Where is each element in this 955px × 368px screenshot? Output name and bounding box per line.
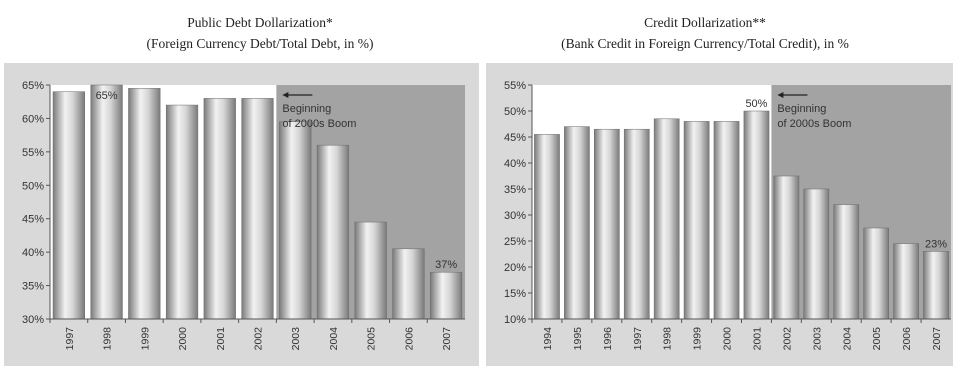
bar-2002 [241, 98, 274, 320]
bar-2007 [430, 271, 463, 320]
y-tick-label: 40% [22, 247, 44, 259]
x-tick-label: 2002 [781, 327, 793, 351]
y-tick-label: 50% [22, 180, 44, 192]
bar-2003 [279, 121, 312, 320]
bar-2000 [165, 104, 199, 320]
chart-1-title: Public Debt Dollarization* [187, 15, 333, 30]
bar-2006 [392, 248, 425, 320]
x-tick-label: 2006 [901, 327, 913, 351]
bar-2001 [203, 98, 236, 320]
chart-2-title: Credit Dollarization** [644, 15, 766, 30]
x-tick-label: 2006 [403, 327, 415, 351]
bar-2003 [803, 188, 830, 320]
boom-annotation-line: of 2000s Boom [282, 118, 356, 130]
bar-2004 [316, 144, 350, 320]
data-label-1998: 65% [96, 90, 118, 102]
y-tick-label: 50% [504, 106, 526, 118]
y-tick-label: 35% [504, 184, 526, 196]
boom-annotation-line: Beginning [282, 103, 331, 115]
y-tick-label: 35% [22, 281, 44, 293]
bar-1997 [623, 128, 650, 320]
bar-2004 [833, 204, 860, 320]
x-tick-label: 2007 [441, 327, 453, 351]
x-tick-label: 2005 [366, 327, 378, 351]
bar-1999 [128, 88, 161, 320]
data-label-2007: 23% [925, 238, 947, 250]
chart-1-title-block: Public Debt Dollarization* (Foreign Curr… [85, 12, 435, 54]
arrow-head-icon [282, 92, 289, 98]
x-tick-label: 2007 [931, 327, 943, 351]
x-tick-label: 2000 [722, 327, 734, 351]
bar-2006 [893, 243, 919, 320]
x-tick-label: 1999 [139, 327, 151, 351]
x-tick-label: 2001 [215, 327, 227, 351]
bar-1994 [534, 134, 560, 320]
x-tick-label: 2003 [290, 327, 302, 351]
x-tick-label: 1998 [102, 327, 114, 351]
chart-2-subtitle: (Bank Credit in Foreign Currency/Total C… [561, 36, 849, 51]
y-tick-label: 55% [22, 147, 44, 159]
x-tick-label: 2002 [253, 327, 265, 351]
x-tick-label: 2000 [177, 327, 189, 351]
bar-1996 [594, 128, 620, 320]
y-tick-label: 10% [504, 314, 526, 326]
public-debt-dollarization-chart: 30% 35% 40% 45% 50% 55% 60% 65% 1997 1998 1999 2000… [4, 63, 479, 366]
x-tick-label: 1994 [542, 327, 554, 351]
bar-2001 [743, 110, 770, 320]
x-tick-label: 1996 [602, 327, 614, 351]
bar-1999 [683, 121, 710, 320]
y-tick-label: 25% [504, 236, 526, 248]
bar-1998 [90, 84, 123, 320]
x-tick-label: 2004 [841, 327, 853, 351]
y-tick-label: 20% [504, 262, 526, 274]
x-tick-label: 1998 [662, 327, 674, 351]
x-tick-label: 1995 [572, 327, 584, 351]
arrow-head-icon [777, 92, 784, 98]
bar-2007 [923, 251, 949, 320]
y-tick-label: 55% [504, 80, 526, 92]
chart-1-subtitle: (Foreign Currency Debt/Total Debt, in %) [146, 36, 374, 51]
boom-period-shading [771, 85, 951, 319]
y-tick-label: 45% [504, 132, 526, 144]
x-tick-label: 1997 [632, 327, 644, 351]
data-label-2007: 37% [435, 259, 457, 271]
boom-annotation-line: Beginning [777, 103, 826, 115]
y-tick-label: 40% [504, 158, 526, 170]
y-tick-label: 15% [504, 288, 526, 300]
x-tick-label: 2001 [751, 327, 763, 351]
y-tick-label: 65% [22, 80, 44, 92]
chart-2-title-block: Credit Dollarization** (Bank Credit in F… [505, 12, 905, 54]
y-tick-label: 30% [22, 314, 44, 326]
y-tick-label: 30% [504, 210, 526, 222]
bar-2000 [713, 121, 740, 320]
bar-1995 [564, 126, 590, 320]
bar-1997 [52, 91, 85, 320]
y-tick-label: 45% [22, 214, 44, 226]
boom-annotation-line: of 2000s Boom [777, 118, 851, 130]
bar-1998 [653, 118, 680, 320]
bar-2005 [354, 221, 387, 320]
x-tick-label: 2003 [811, 327, 823, 351]
bar-2005 [863, 227, 889, 320]
credit-dollarization-chart: 10% 15% 20% 25% 30% 35% 40% 45% 50% 55% 1994 1995 19… [486, 63, 953, 366]
x-tick-label: 1999 [692, 327, 704, 351]
x-tick-label: 2004 [328, 327, 340, 351]
y-tick-label: 60% [22, 113, 44, 125]
data-label-2001: 50% [745, 98, 767, 110]
x-tick-label: 2005 [871, 327, 883, 351]
x-tick-label: 1997 [64, 327, 76, 351]
bar-2002 [773, 175, 800, 320]
